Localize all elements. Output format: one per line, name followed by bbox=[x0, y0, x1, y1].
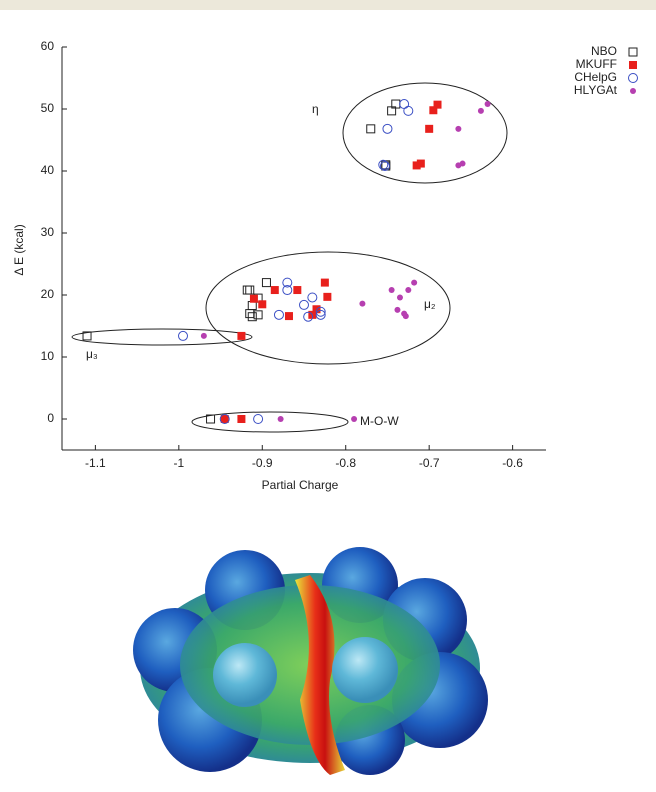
point bbox=[321, 279, 329, 287]
point bbox=[248, 313, 256, 321]
annotation: η bbox=[312, 102, 319, 116]
molecule-image bbox=[133, 547, 488, 775]
top-band bbox=[0, 0, 656, 10]
point bbox=[293, 286, 301, 294]
point bbox=[300, 300, 309, 309]
x-tick-label: -0.8 bbox=[335, 456, 356, 470]
point bbox=[271, 286, 279, 294]
point bbox=[221, 415, 229, 423]
y-tick-label: 40 bbox=[41, 163, 55, 177]
point bbox=[248, 302, 256, 310]
x-tick-label: -0.6 bbox=[502, 456, 523, 470]
y-tick-label: 0 bbox=[47, 411, 54, 425]
point bbox=[278, 416, 284, 422]
point bbox=[246, 310, 254, 318]
point bbox=[254, 415, 263, 424]
legend-marker bbox=[629, 48, 637, 56]
figure: η μ₂ μ₃ M-O-W Partial Charge Δ E (kcal) … bbox=[0, 0, 656, 787]
annotation: μ₂ bbox=[424, 297, 436, 311]
point bbox=[404, 106, 413, 115]
point bbox=[397, 294, 403, 300]
annotation: μ₃ bbox=[86, 347, 98, 361]
plot: η μ₂ μ₃ M-O-W Partial Charge Δ E (kcal) … bbox=[12, 39, 637, 492]
point bbox=[400, 100, 409, 109]
x-axis-label: Partial Charge bbox=[262, 478, 339, 492]
point bbox=[485, 101, 491, 107]
legend-marker bbox=[629, 74, 638, 83]
group-ellipse bbox=[206, 252, 450, 364]
annotation: M-O-W bbox=[360, 414, 399, 428]
x-tick-label: -0.7 bbox=[419, 456, 440, 470]
legend-label: CHelpG bbox=[574, 70, 617, 84]
x-tick-label: -1 bbox=[173, 456, 184, 470]
point bbox=[258, 300, 266, 308]
y-axis-label: Δ E (kcal) bbox=[12, 224, 26, 275]
point bbox=[411, 280, 417, 286]
point bbox=[389, 287, 395, 293]
x-tick-label: -1.1 bbox=[85, 456, 106, 470]
point bbox=[455, 162, 461, 168]
point bbox=[405, 287, 411, 293]
point bbox=[254, 311, 262, 319]
y-tick-label: 30 bbox=[41, 225, 55, 239]
point bbox=[478, 108, 484, 114]
point bbox=[394, 307, 400, 313]
point bbox=[429, 106, 437, 114]
point bbox=[250, 295, 258, 303]
legend-marker bbox=[630, 88, 636, 94]
point bbox=[323, 293, 331, 301]
point bbox=[308, 293, 317, 302]
point bbox=[403, 313, 409, 319]
legend-marker bbox=[629, 61, 637, 69]
legend-label: NBO bbox=[591, 44, 617, 58]
point bbox=[246, 286, 254, 294]
point bbox=[413, 161, 421, 169]
point bbox=[274, 310, 283, 319]
point bbox=[425, 125, 433, 133]
point bbox=[243, 286, 251, 294]
point bbox=[237, 332, 245, 340]
point bbox=[359, 301, 365, 307]
group-ellipse bbox=[72, 329, 252, 345]
point bbox=[262, 279, 270, 287]
x-tick-label: -0.9 bbox=[252, 456, 273, 470]
point bbox=[285, 312, 293, 320]
point bbox=[179, 331, 188, 340]
y-tick-label: 60 bbox=[41, 39, 55, 53]
point bbox=[201, 333, 207, 339]
point bbox=[351, 416, 357, 422]
legend-label: MKUFF bbox=[576, 57, 617, 71]
point bbox=[455, 126, 461, 132]
point bbox=[383, 124, 392, 133]
point bbox=[367, 125, 375, 133]
y-tick-label: 20 bbox=[41, 287, 55, 301]
group-ellipse bbox=[192, 412, 348, 432]
legend-label: HLYGAt bbox=[574, 83, 618, 97]
y-tick-label: 10 bbox=[41, 349, 55, 363]
y-tick-label: 50 bbox=[41, 101, 55, 115]
point bbox=[237, 415, 245, 423]
